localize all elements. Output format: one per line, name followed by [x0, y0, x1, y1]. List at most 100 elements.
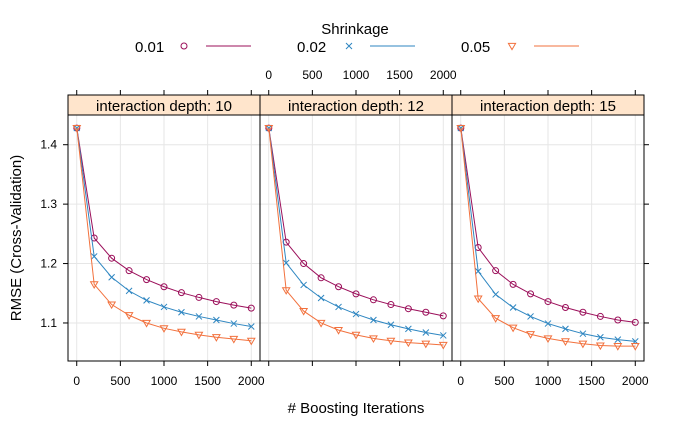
data-point	[439, 332, 447, 339]
data-point	[352, 310, 360, 318]
data-point	[595, 342, 605, 351]
y-axis-label: RMSE (Cross-Validation)	[8, 155, 25, 321]
x-tick-label: 2000	[622, 374, 649, 388]
data-point	[159, 325, 169, 333]
data-point	[352, 290, 360, 298]
legend-label: 0.01	[135, 39, 164, 56]
series-0.05	[264, 124, 448, 350]
panel-strip-label: interaction depth: 10	[96, 98, 232, 115]
data-point	[282, 259, 290, 267]
data-point	[143, 297, 150, 304]
data-point	[508, 324, 518, 333]
x-tick-label: 1000	[535, 374, 562, 388]
series-line	[460, 127, 636, 323]
legend-item-1: 0.01	[135, 39, 251, 56]
data-point	[456, 124, 466, 133]
data-point	[630, 343, 640, 351]
series-line	[76, 127, 252, 309]
series-line	[268, 128, 444, 346]
data-point	[614, 336, 622, 343]
data-point	[578, 340, 588, 349]
data-point	[108, 254, 116, 262]
data-point	[370, 316, 377, 324]
data-point	[195, 293, 203, 301]
data-point	[125, 287, 133, 295]
series-0.02	[457, 124, 639, 345]
x-tick-label-top: 0	[265, 68, 272, 82]
data-point	[422, 329, 430, 336]
data-point	[160, 303, 168, 311]
legend-title: Shrinkage	[321, 21, 389, 38]
data-point	[212, 298, 220, 306]
data-point	[213, 316, 220, 324]
series-0.01	[265, 124, 447, 320]
data-point	[614, 316, 622, 324]
data-point	[543, 335, 553, 344]
data-point	[89, 281, 99, 289]
series-0.05	[456, 124, 640, 351]
data-point	[195, 313, 203, 320]
data-point	[160, 283, 168, 291]
series-0.05	[72, 124, 256, 346]
data-point	[422, 308, 430, 316]
panel-strip-label: interaction depth: 15	[480, 98, 616, 115]
data-point	[177, 289, 185, 297]
data-point	[527, 313, 534, 320]
legend-label: 0.02	[297, 39, 326, 56]
data-point	[491, 315, 501, 323]
legend-marker	[345, 42, 353, 50]
data-point	[526, 331, 536, 339]
data-point	[316, 319, 326, 328]
data-point	[438, 341, 448, 350]
series-line	[268, 127, 444, 317]
data-point	[211, 334, 221, 342]
data-point	[509, 304, 517, 311]
x-tick-label: 1500	[578, 374, 605, 388]
data-point	[473, 295, 483, 304]
data-point	[247, 304, 255, 312]
x-tick-label: 500	[494, 374, 514, 388]
panel-2: interaction depth: 12 0 500 1000 1500 2000	[259, 68, 457, 366]
x-axis-label: # Boosting Iterations	[288, 400, 425, 417]
data-point	[561, 304, 569, 312]
legend-label: 0.05	[461, 39, 490, 56]
data-point	[281, 287, 291, 295]
series-0.02	[265, 124, 447, 339]
panel-3: interaction depth: 15 0 500 1000 1500 2000	[451, 90, 649, 388]
series-0.01	[457, 124, 639, 326]
data-point	[194, 331, 204, 340]
legend-marker	[180, 42, 188, 50]
series-line	[460, 128, 636, 347]
data-point	[351, 331, 361, 340]
data-point	[317, 294, 325, 302]
x-tick-label: 500	[110, 374, 130, 388]
legend-marker	[507, 42, 517, 51]
y-axis: 1.1 1.2 1.3 1.4	[40, 138, 649, 330]
legend-item-3: 0.05	[461, 39, 579, 56]
x-tick-label: 2000	[238, 374, 265, 388]
data-point	[597, 333, 604, 341]
x-tick-label: 1000	[151, 374, 178, 388]
data-point	[142, 319, 152, 328]
data-point	[264, 124, 274, 133]
data-point	[335, 283, 343, 291]
data-point	[579, 330, 587, 338]
data-point	[492, 291, 499, 298]
data-point	[474, 267, 482, 275]
data-point	[90, 253, 98, 260]
y-tick-label: 1.1	[40, 316, 57, 330]
panel-strip-label: interaction depth: 12	[288, 98, 424, 115]
data-point	[492, 267, 500, 275]
data-point	[368, 335, 378, 344]
series-0.02	[73, 124, 255, 330]
x-tick-label-top: 2000	[430, 68, 457, 82]
data-point	[404, 305, 412, 313]
data-point	[334, 327, 344, 335]
data-point	[335, 303, 342, 311]
x-tick-label: 0	[73, 374, 80, 388]
x-tick-label: 0	[457, 374, 464, 388]
data-point	[387, 301, 395, 309]
data-point	[300, 260, 308, 268]
data-point	[387, 321, 395, 329]
